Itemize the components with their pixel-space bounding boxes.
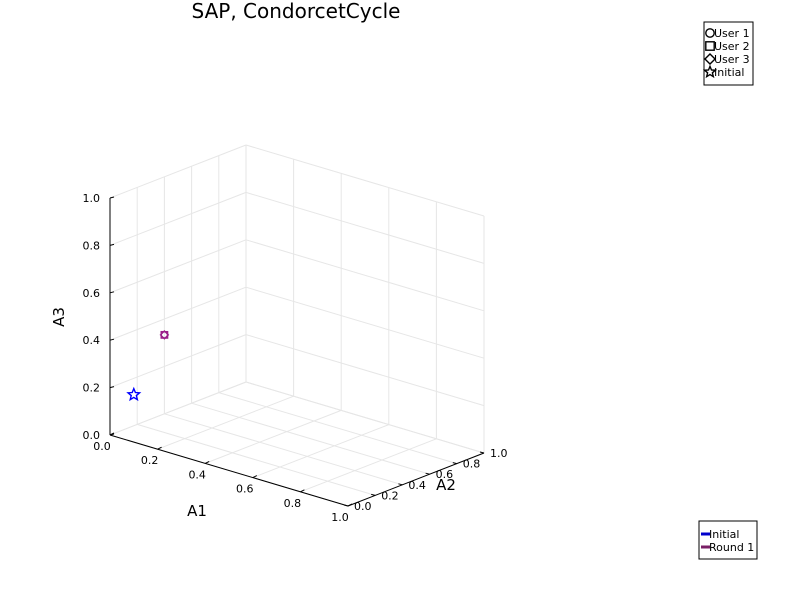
marker-legend-label-2: User 3 [714, 53, 750, 66]
axis-layer [109, 198, 485, 507]
grid-floor-x-1 [157, 395, 294, 450]
y-tick-mark-3 [425, 472, 430, 475]
x-tick-mark-3 [252, 475, 258, 479]
x-axis-line [109, 434, 349, 507]
z-tick-label-3: 0.6 [83, 287, 101, 300]
y-tick-mark-0 [343, 504, 349, 507]
marker-legend-symbol-0 [705, 28, 715, 38]
z-tick-mark-3 [109, 291, 115, 294]
y-tick-label-3: 0.6 [436, 468, 454, 481]
x-tick-label-5: 1.0 [331, 511, 349, 524]
y-tick-mark-4 [452, 462, 457, 465]
z-tick-mark-5 [109, 196, 115, 199]
x-tick-label-0: 0.0 [93, 440, 111, 453]
z-axis-label: A3 [50, 307, 68, 327]
grid-floor-y-3 [191, 402, 430, 475]
z-tick-mark-1 [109, 386, 115, 389]
marker-legend-symbol-2 [703, 52, 717, 66]
x-tick-label-4: 0.8 [284, 497, 302, 510]
grid-back-z-2 [245, 286, 485, 359]
y-tick-label-1: 0.2 [381, 489, 399, 502]
x-tick-label-2: 0.4 [188, 468, 206, 481]
grid-side-z-5 [109, 144, 247, 199]
z-tick-label-4: 0.8 [83, 239, 101, 252]
grid-floor-y-1 [137, 423, 376, 496]
chart-title: SAP, CondorcetCycle [192, 0, 401, 23]
grid-floor-y-4 [218, 392, 457, 465]
marker-legend-label-0: User 1 [714, 27, 750, 40]
y-tick-label-5: 1.0 [490, 447, 508, 460]
x-axis-label: A1 [187, 502, 207, 520]
line-legend-box [698, 520, 758, 560]
x-tick-label-3: 0.6 [236, 483, 254, 496]
tick-layer: 0.0 0.2 0.4 0.6 0.8 1.0 0.0 0.2 0.4 0.6 0.8 1.0 0.0 0… [83, 192, 508, 524]
grid-back-z-5 [245, 144, 485, 217]
marker-legend-label-1: User 2 [714, 40, 750, 53]
y-tick-mark-2 [398, 483, 403, 486]
z-tick-mark-4 [109, 243, 115, 246]
grid-back-z-1 [245, 334, 485, 407]
grid-floor-x-2 [205, 409, 342, 464]
marker-legend-symbol-3 [702, 64, 718, 79]
grid-side-z-2 [109, 286, 247, 341]
z-tick-label-1: 0.2 [83, 382, 101, 395]
x-tick-mark-4 [300, 489, 305, 493]
grid-back-z-3 [245, 239, 485, 312]
y-tick-label-0: 0.0 [354, 500, 372, 513]
y-tick-label-2: 0.4 [408, 479, 426, 492]
line-legend-label-0: Initial [709, 528, 739, 541]
data-point-0-star [126, 386, 142, 402]
x-tick-mark-1 [157, 446, 162, 450]
data-point-3-diamond [159, 330, 170, 340]
z-tick-label-0: 0.0 [83, 429, 101, 442]
grid-side-z-4 [109, 191, 247, 246]
z-tick-mark-2 [109, 338, 115, 341]
y-tick-mark-1 [371, 493, 376, 496]
z-tick-label-2: 0.4 [83, 334, 101, 347]
grid-side-z-0 [109, 381, 247, 436]
marker-legend-symbol-1 [705, 41, 715, 51]
grid-floor-x-3 [252, 424, 389, 479]
x-tick-label-1: 0.2 [141, 454, 159, 467]
marker-legend-label-3: Initial [714, 66, 744, 79]
y-axis-line [347, 452, 485, 507]
y-tick-mark-5 [479, 451, 485, 454]
y-tick-label-4: 0.8 [463, 458, 481, 471]
z-tick-label-5: 1.0 [83, 192, 101, 205]
grid-back-z-4 [245, 191, 485, 264]
line-legend-label-1: Round 1 [709, 541, 754, 554]
y-axis-label: A2 [436, 476, 456, 494]
grid-side-z-3 [109, 239, 247, 294]
z-tick-mark-0 [109, 433, 115, 436]
grid-side-z-1 [109, 334, 247, 389]
grid-floor-x-4 [300, 438, 437, 493]
x-tick-mark-5 [347, 503, 353, 507]
point-layer [126, 330, 170, 402]
grid-floor-y-2 [164, 413, 403, 486]
x-tick-mark-2 [204, 460, 210, 464]
grid-back-z-0 [245, 381, 485, 454]
